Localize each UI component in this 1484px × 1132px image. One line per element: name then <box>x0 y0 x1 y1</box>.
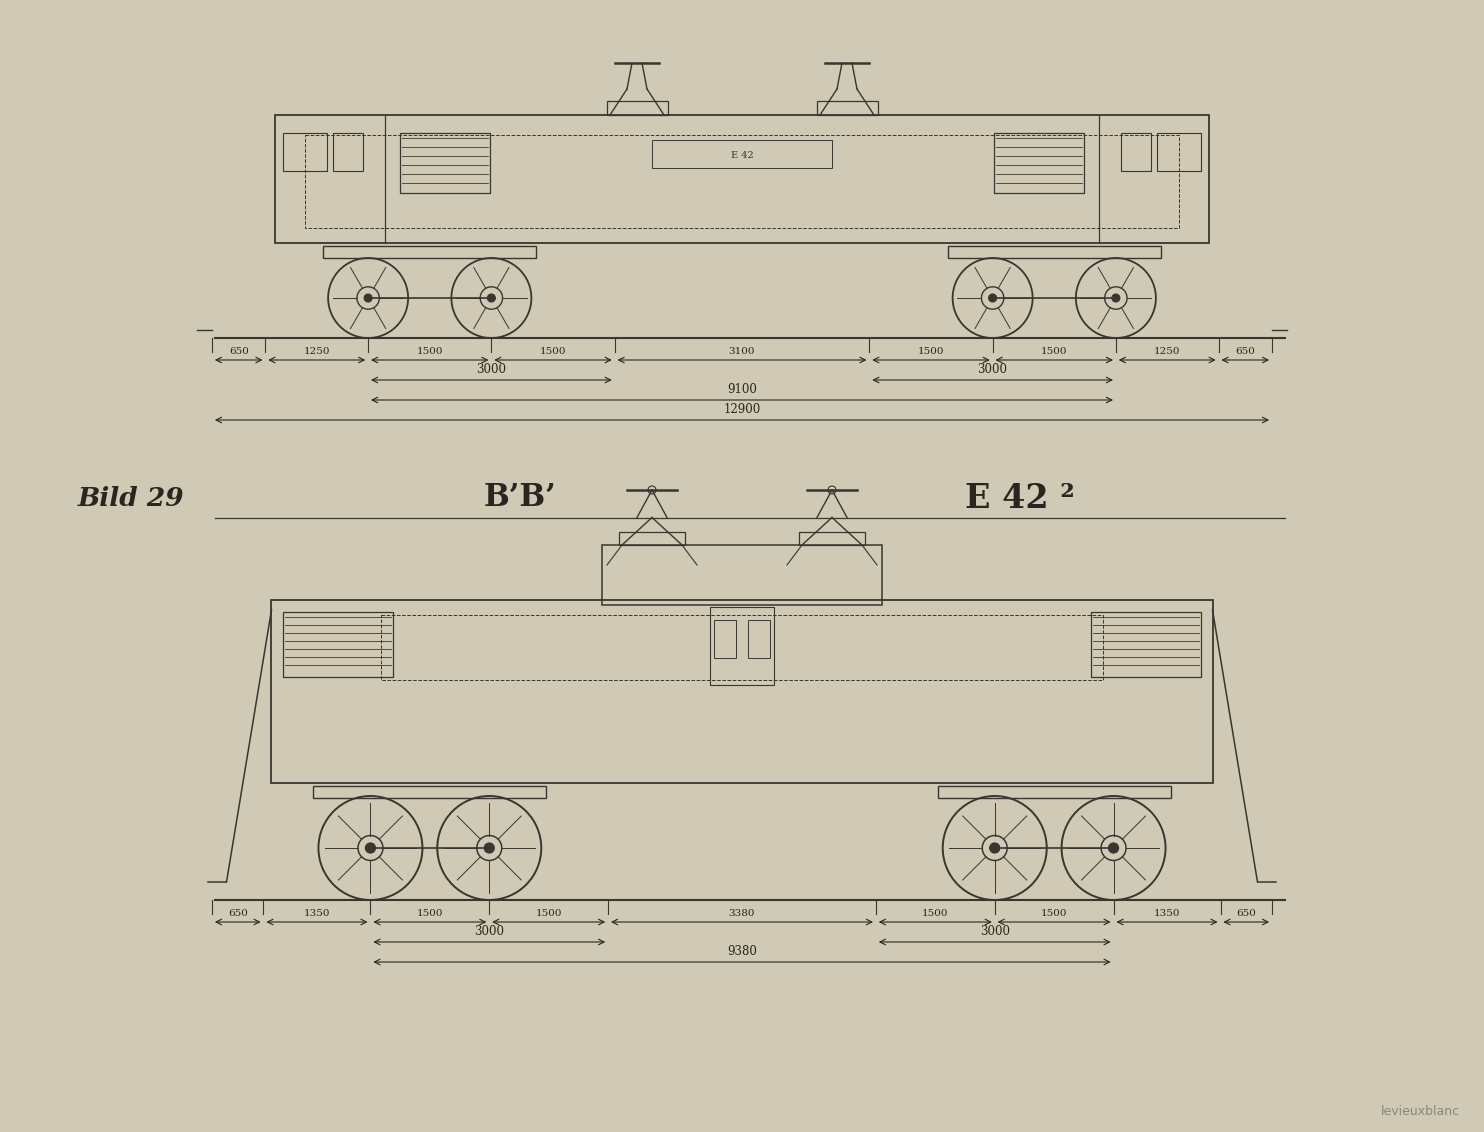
Bar <box>818 101 879 115</box>
Text: 1500: 1500 <box>536 909 562 918</box>
Circle shape <box>1112 294 1120 302</box>
Bar <box>709 607 775 685</box>
Text: 12900: 12900 <box>723 403 761 415</box>
Text: 650: 650 <box>229 348 249 355</box>
Bar <box>603 544 881 604</box>
Circle shape <box>484 843 494 854</box>
Circle shape <box>988 294 997 302</box>
Circle shape <box>990 843 1000 854</box>
Bar <box>619 532 686 544</box>
Bar <box>1091 612 1201 677</box>
Text: 1500: 1500 <box>540 348 567 355</box>
Circle shape <box>365 843 375 854</box>
Bar <box>748 620 770 658</box>
Bar <box>1120 132 1150 171</box>
Circle shape <box>364 294 372 302</box>
Bar <box>994 132 1083 192</box>
Text: 3100: 3100 <box>729 348 755 355</box>
Bar <box>283 612 393 677</box>
Text: 1500: 1500 <box>417 909 444 918</box>
Bar <box>334 132 364 171</box>
Bar <box>276 115 1208 243</box>
Text: 1250: 1250 <box>304 348 329 355</box>
Bar <box>651 140 833 168</box>
Bar <box>607 101 668 115</box>
Text: Bild 29: Bild 29 <box>79 486 184 511</box>
Text: 3000: 3000 <box>475 925 505 938</box>
Text: B’B’: B’B’ <box>484 482 556 514</box>
Bar <box>272 600 1212 783</box>
Bar <box>798 532 865 544</box>
Text: 1500: 1500 <box>1040 348 1067 355</box>
Text: 3380: 3380 <box>729 909 755 918</box>
Text: 1500: 1500 <box>417 348 444 355</box>
Text: 650: 650 <box>1236 909 1255 918</box>
Text: E 42 ²: E 42 ² <box>965 481 1074 515</box>
Text: 9100: 9100 <box>727 383 757 396</box>
Text: 1350: 1350 <box>304 909 331 918</box>
Text: 3000: 3000 <box>978 363 1008 376</box>
Bar <box>714 620 736 658</box>
Bar <box>401 132 490 192</box>
Text: 1500: 1500 <box>922 909 948 918</box>
Text: E 42: E 42 <box>730 151 754 160</box>
Circle shape <box>1109 843 1119 854</box>
Bar <box>948 246 1160 258</box>
Text: 650: 650 <box>229 909 248 918</box>
Text: 1250: 1250 <box>1155 348 1180 355</box>
Text: 3000: 3000 <box>476 363 506 376</box>
Text: 1500: 1500 <box>1040 909 1067 918</box>
Text: 3000: 3000 <box>979 925 1009 938</box>
Text: 9380: 9380 <box>727 945 757 958</box>
Bar <box>938 786 1171 798</box>
Bar <box>324 246 536 258</box>
Bar <box>313 786 546 798</box>
Bar <box>1156 132 1201 171</box>
Bar <box>283 132 328 171</box>
Text: 650: 650 <box>1235 348 1255 355</box>
Text: levieuxblanc: levieuxblanc <box>1382 1105 1460 1118</box>
Text: 1500: 1500 <box>917 348 944 355</box>
Bar <box>306 135 1178 228</box>
Text: 1350: 1350 <box>1153 909 1180 918</box>
Circle shape <box>487 294 496 302</box>
Bar <box>381 615 1103 680</box>
